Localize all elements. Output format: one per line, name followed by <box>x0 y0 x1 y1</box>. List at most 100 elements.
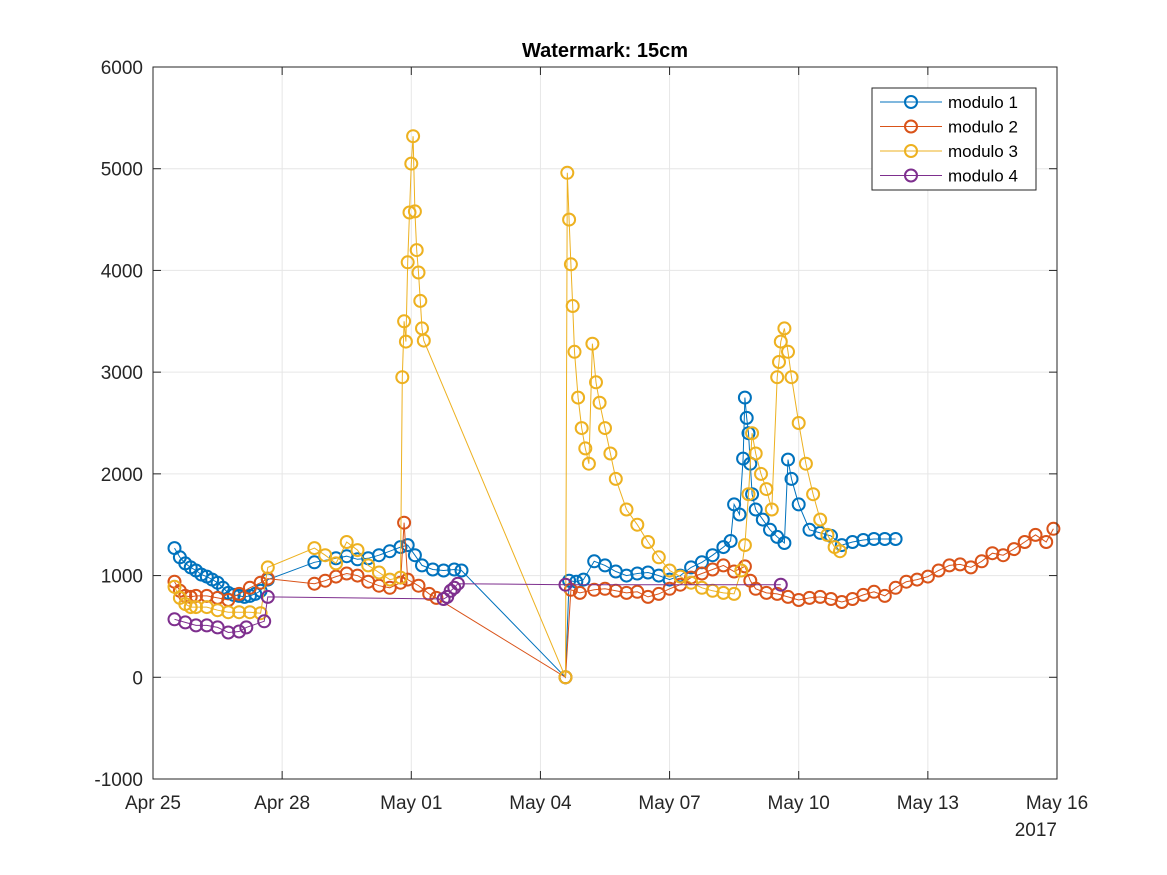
legend-box <box>871 87 1037 191</box>
y-tick-label: 1000 <box>101 567 143 588</box>
data-point <box>587 582 602 597</box>
data-point <box>407 548 422 563</box>
data-point <box>1028 527 1043 542</box>
data-point <box>350 543 365 558</box>
data-point <box>739 410 754 425</box>
data-point <box>759 482 774 497</box>
data-point <box>232 624 247 639</box>
data-point <box>931 563 946 578</box>
data-point <box>260 560 275 575</box>
data-point <box>1007 542 1021 557</box>
data-point <box>562 212 577 227</box>
data-point <box>820 527 835 542</box>
series-modulo-3 <box>167 129 847 685</box>
data-point <box>397 515 412 530</box>
data-point <box>447 562 462 577</box>
data-point <box>413 293 428 308</box>
data-point <box>411 265 426 280</box>
x-tick-label: May 10 <box>768 793 830 814</box>
data-point <box>781 344 795 359</box>
data-point <box>716 558 731 573</box>
data-point <box>562 573 577 588</box>
data-point <box>454 563 469 578</box>
data-point <box>407 204 422 219</box>
data-point <box>318 548 333 563</box>
axes-box <box>152 66 1058 780</box>
data-point <box>253 575 268 590</box>
series-modulo-4 <box>167 576 788 640</box>
legend-marker-swatch <box>904 168 918 183</box>
data-point <box>253 606 268 621</box>
data-point <box>770 370 785 385</box>
data-point <box>598 421 612 436</box>
data-point <box>1039 535 1054 549</box>
legend-label: modulo 3 <box>948 142 1018 161</box>
data-point <box>777 321 792 336</box>
data-point <box>429 590 444 605</box>
legend-entry: modulo 1 <box>880 93 1018 112</box>
data-point <box>576 572 591 587</box>
data-point <box>920 569 935 584</box>
data-point <box>754 466 768 481</box>
data-point <box>772 355 786 369</box>
data-point <box>339 535 354 549</box>
data-point <box>189 600 203 615</box>
data-point <box>974 554 989 569</box>
data-point <box>329 556 343 571</box>
data-point <box>232 586 247 601</box>
legend-marker-swatch <box>904 95 918 109</box>
data-point <box>242 605 257 620</box>
data-point <box>755 512 770 527</box>
data-point <box>727 586 742 601</box>
data-point <box>777 536 792 550</box>
data-point <box>641 535 655 549</box>
x-tick-label: May 07 <box>638 793 700 814</box>
data-point <box>450 576 465 591</box>
data-point <box>189 618 203 633</box>
data-point <box>673 569 688 584</box>
legend-entry: modulo 3 <box>880 142 1018 161</box>
legend-marker-swatch <box>904 119 918 134</box>
series-layer <box>167 129 1061 685</box>
data-point <box>773 334 788 349</box>
data-point <box>773 577 788 592</box>
legend-label: modulo 1 <box>948 93 1018 112</box>
data-point <box>398 334 413 349</box>
legend-entry: modulo 4 <box>880 167 1018 186</box>
data-point <box>239 620 254 635</box>
data-point <box>784 370 799 385</box>
data-point <box>651 586 666 601</box>
data-point <box>888 532 903 546</box>
data-point <box>443 583 458 598</box>
data-point <box>734 563 749 578</box>
data-point <box>571 390 586 405</box>
data-point <box>558 670 573 685</box>
x-tick-label: Apr 28 <box>254 793 310 814</box>
data-point <box>619 502 634 517</box>
data-point <box>574 421 589 436</box>
legend-label: modulo 2 <box>948 118 1018 137</box>
data-point <box>307 555 322 570</box>
x-tick-label: May 13 <box>897 793 959 814</box>
data-point <box>361 558 376 573</box>
data-point <box>422 586 437 601</box>
data-point <box>748 446 763 461</box>
data-point <box>307 541 322 556</box>
data-point <box>1017 535 1032 549</box>
data-point <box>260 589 275 604</box>
data-point <box>416 333 431 348</box>
data-point <box>877 532 892 546</box>
data-point <box>402 205 417 220</box>
data-point <box>802 590 817 605</box>
x-tick-label: May 01 <box>380 793 442 814</box>
data-point <box>741 487 756 502</box>
data-point <box>436 563 451 578</box>
data-point <box>411 578 426 593</box>
data-point <box>996 548 1011 563</box>
data-point <box>684 575 699 590</box>
data-point <box>723 534 738 548</box>
data-point <box>942 558 957 573</box>
legend-entry: modulo 2 <box>880 118 1018 137</box>
data-point <box>400 255 415 270</box>
